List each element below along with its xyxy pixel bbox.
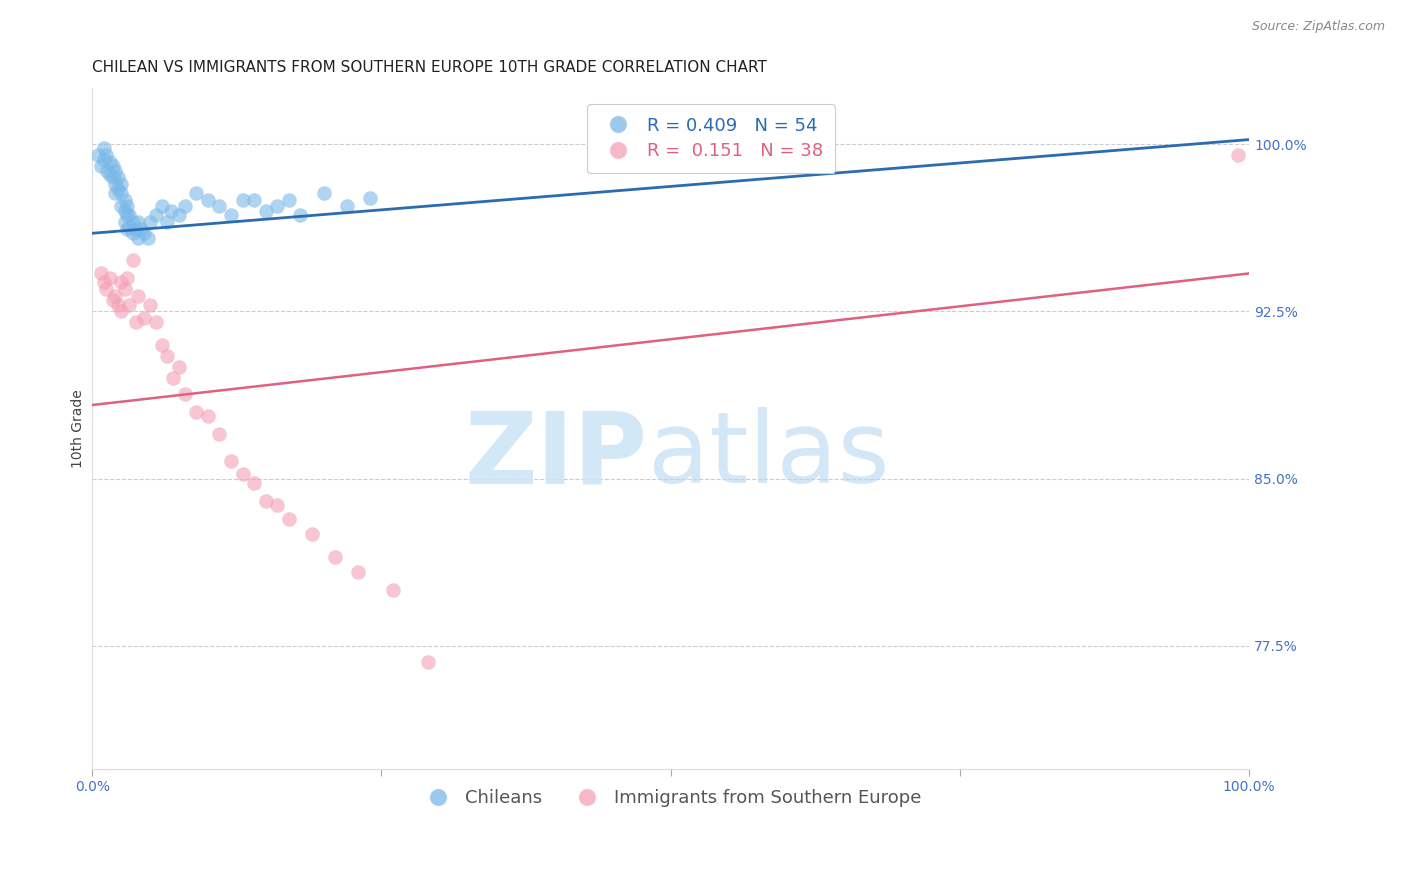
Text: CHILEAN VS IMMIGRANTS FROM SOUTHERN EUROPE 10TH GRADE CORRELATION CHART: CHILEAN VS IMMIGRANTS FROM SOUTHERN EURO… <box>93 60 768 75</box>
Point <box>312 186 335 200</box>
Point <box>94 282 117 296</box>
Point <box>243 476 266 491</box>
Point <box>359 190 381 204</box>
Point <box>114 203 136 218</box>
Point <box>110 186 132 200</box>
Point <box>208 199 231 213</box>
Point <box>101 159 124 173</box>
Point <box>125 222 148 236</box>
Point <box>121 227 143 241</box>
Point <box>90 267 112 281</box>
Point <box>101 293 124 308</box>
Point <box>416 655 439 669</box>
Point <box>232 467 254 482</box>
Point <box>197 409 219 424</box>
Point <box>125 316 148 330</box>
Point <box>156 215 179 229</box>
Point <box>114 215 136 229</box>
Point <box>139 215 162 229</box>
Point <box>167 360 190 375</box>
Point <box>110 304 132 318</box>
Point <box>277 512 299 526</box>
Point <box>336 199 359 213</box>
Point <box>290 209 312 223</box>
Point <box>118 209 141 223</box>
Point <box>127 215 149 229</box>
Point <box>162 371 184 385</box>
Point <box>101 170 124 185</box>
Point <box>347 566 370 580</box>
Point <box>150 199 173 213</box>
Point <box>266 199 288 213</box>
Point <box>127 231 149 245</box>
Point <box>104 186 127 200</box>
Point <box>110 276 132 290</box>
Text: ZIP: ZIP <box>464 407 648 504</box>
Point <box>114 282 136 296</box>
Point <box>121 253 143 268</box>
Point <box>104 163 127 178</box>
Point <box>254 494 277 508</box>
Point <box>96 163 118 178</box>
Point <box>219 454 242 468</box>
Point <box>134 227 156 241</box>
Point <box>98 168 121 182</box>
Point <box>323 549 346 564</box>
Point <box>104 177 127 191</box>
Point <box>107 298 129 312</box>
Point <box>129 222 152 236</box>
Point <box>173 199 195 213</box>
Point <box>277 193 299 207</box>
Point <box>93 153 115 167</box>
Point <box>301 527 323 541</box>
Point <box>110 199 132 213</box>
Point <box>115 209 138 223</box>
Text: atlas: atlas <box>648 407 889 504</box>
Point <box>150 338 173 352</box>
Point <box>110 177 132 191</box>
Point <box>90 159 112 173</box>
Point <box>167 209 190 223</box>
Point <box>243 193 266 207</box>
Point <box>134 311 156 326</box>
Point <box>118 298 141 312</box>
Point <box>87 148 110 162</box>
Legend: Chileans, Immigrants from Southern Europe: Chileans, Immigrants from Southern Europ… <box>412 781 929 814</box>
Point <box>1226 148 1249 162</box>
Point <box>115 199 138 213</box>
Point <box>136 231 159 245</box>
Point <box>127 289 149 303</box>
Point <box>186 186 208 200</box>
Point <box>121 215 143 229</box>
Point <box>115 222 138 236</box>
Point <box>266 499 288 513</box>
Point <box>115 271 138 285</box>
Point <box>232 193 254 207</box>
Point <box>104 289 127 303</box>
Point <box>98 154 121 169</box>
Point <box>219 209 242 223</box>
Point <box>114 193 136 207</box>
Point <box>145 209 167 223</box>
Point <box>156 349 179 363</box>
Y-axis label: 10th Grade: 10th Grade <box>72 389 86 467</box>
Point <box>160 203 183 218</box>
Point <box>107 181 129 195</box>
Point <box>254 203 277 218</box>
Point <box>107 170 129 185</box>
Point <box>94 148 117 162</box>
Text: Source: ZipAtlas.com: Source: ZipAtlas.com <box>1251 20 1385 33</box>
Point <box>208 427 231 442</box>
Point <box>139 298 162 312</box>
Point <box>173 387 195 401</box>
Point <box>93 141 115 155</box>
Point <box>382 583 405 598</box>
Point <box>93 276 115 290</box>
Point <box>98 271 121 285</box>
Point <box>186 405 208 419</box>
Point <box>118 219 141 234</box>
Point <box>197 193 219 207</box>
Point <box>145 316 167 330</box>
